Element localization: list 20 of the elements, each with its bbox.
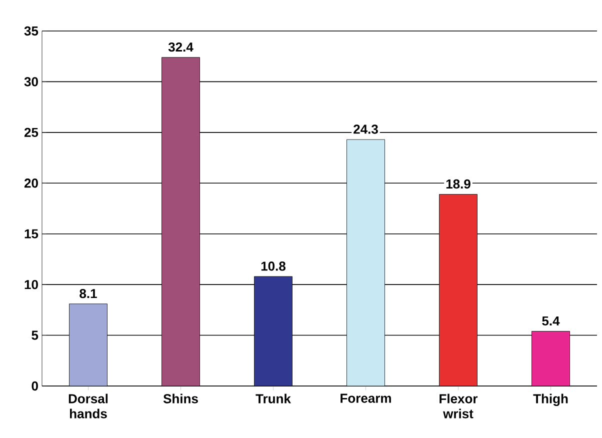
y-tick-label: 5	[32, 330, 38, 340]
data-label: 18.9	[446, 179, 470, 189]
y-tick-label: 0	[32, 381, 38, 391]
y-tick-label: 35	[24, 26, 38, 36]
x-tick-label: Trunk	[256, 394, 291, 404]
data-label: 32.4	[168, 42, 194, 52]
y-tick-label: 20	[24, 178, 38, 188]
y-tick-label: 10	[24, 280, 38, 290]
data-label: 24.3	[354, 124, 378, 134]
x-tick-label: Dorsal hands	[68, 394, 108, 418]
data-label: 8.1	[80, 288, 97, 298]
x-tick-label: Thigh	[533, 394, 568, 406]
y-tick-label: 25	[24, 128, 38, 138]
y-tick-label: 15	[24, 229, 38, 238]
data-label: 5.4	[542, 316, 560, 326]
x-tick-label: Shins	[163, 394, 198, 404]
data-label: 10.8	[261, 262, 286, 271]
y-tick-label: 30	[24, 77, 38, 86]
x-tick-label: Flexor wrist	[440, 394, 478, 418]
x-tick-label: Forearm	[340, 394, 391, 403]
